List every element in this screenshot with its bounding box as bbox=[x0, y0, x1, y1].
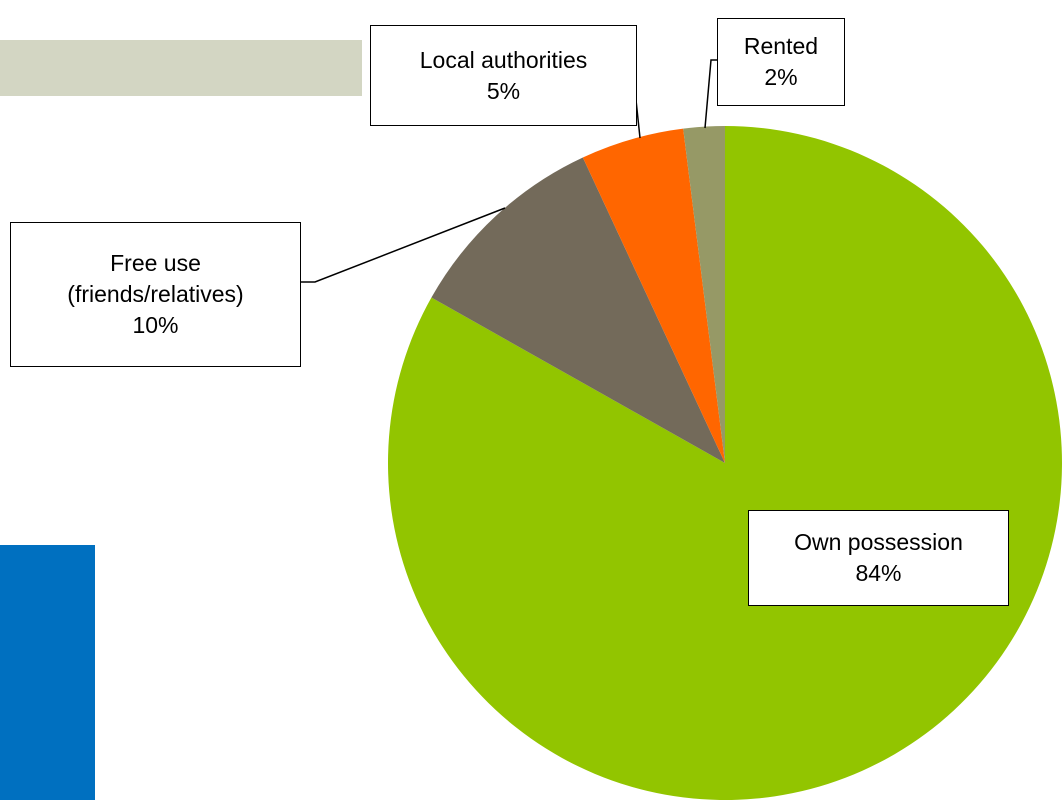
data-label: Local authorities 5% bbox=[370, 25, 637, 126]
side-block bbox=[0, 545, 95, 800]
pie-slice bbox=[431, 157, 725, 463]
leader-line bbox=[301, 207, 506, 283]
data-label: Own possession 84% bbox=[748, 510, 1009, 606]
header-band bbox=[0, 40, 362, 96]
data-label: Free use (friends/relatives) 10% bbox=[10, 222, 301, 367]
leader-line bbox=[704, 59, 717, 129]
label-value: 84% bbox=[855, 560, 902, 586]
pie-slice bbox=[683, 126, 725, 463]
label-name: Local authorities bbox=[419, 46, 588, 73]
label-value: 2% bbox=[764, 64, 798, 90]
label-value: 5% bbox=[486, 77, 521, 104]
label-name: Rented bbox=[743, 33, 819, 59]
label-name: Own possession bbox=[794, 529, 963, 555]
label-value: 10% bbox=[132, 312, 179, 338]
data-label: Rented 2% bbox=[717, 18, 845, 106]
pie-slice bbox=[582, 128, 725, 464]
label-name: Free use (friends/relatives) bbox=[67, 250, 244, 307]
pie bbox=[387, 126, 1062, 800]
